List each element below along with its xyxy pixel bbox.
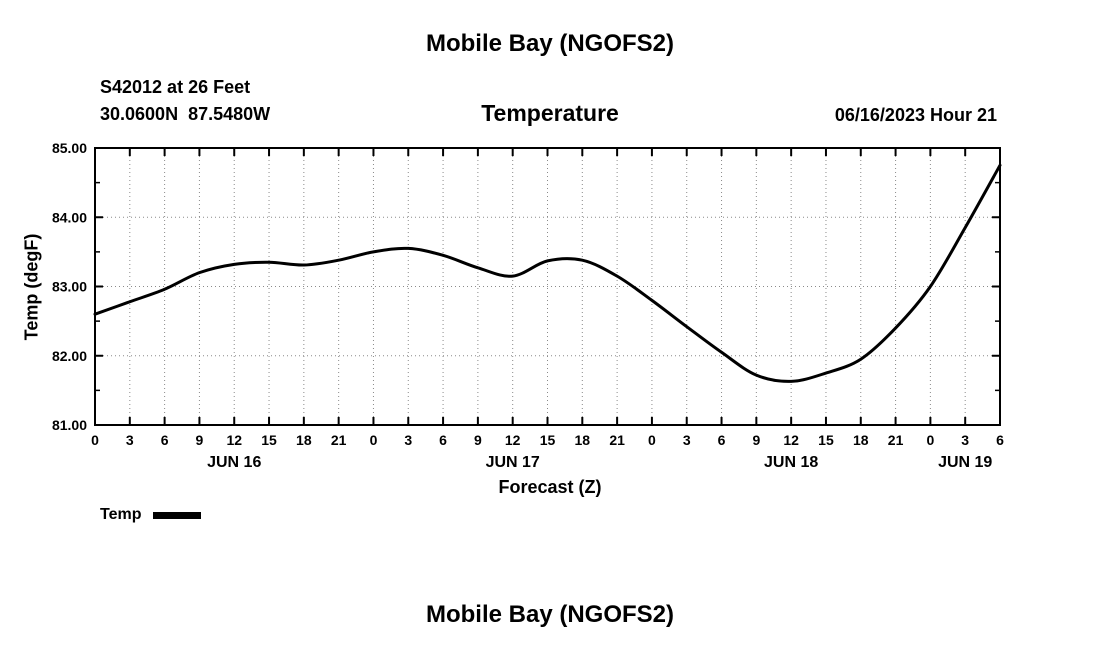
x-tick-label: 3 xyxy=(126,432,134,448)
x-tick-label: 15 xyxy=(540,432,556,448)
y-tick-label: 82.00 xyxy=(52,348,87,364)
x-tick-label: 18 xyxy=(575,432,591,448)
station-id: S42012 at 26 Feet xyxy=(100,77,251,97)
x-tick-label: 0 xyxy=(370,432,378,448)
x-tick-label: 12 xyxy=(226,432,242,448)
plot-subtitle: Temperature xyxy=(481,100,619,126)
x-day-label: JUN 19 xyxy=(938,454,992,471)
x-tick-label: 18 xyxy=(296,432,312,448)
x-tick-label: 15 xyxy=(261,432,277,448)
y-tick-label: 81.00 xyxy=(52,417,87,433)
y-tick-label: 85.00 xyxy=(52,140,87,156)
plot-border xyxy=(94,147,1001,426)
temp-series-line xyxy=(93,163,1002,383)
x-tick-label: 0 xyxy=(926,432,934,448)
legend-label: Temp xyxy=(100,506,142,523)
x-tick-label: 0 xyxy=(648,432,656,448)
x-tick-label: 6 xyxy=(718,432,726,448)
chart-title-top: Mobile Bay (NGOFS2) xyxy=(425,30,675,57)
x-tick-label: 3 xyxy=(404,432,412,448)
x-tick-label: 0 xyxy=(91,432,99,448)
x-tick-label: 6 xyxy=(161,432,169,448)
x-tick-label: 18 xyxy=(853,432,869,448)
x-tick-label: 9 xyxy=(196,432,204,448)
station-coordinates: 30.0600N 87.5480W xyxy=(100,104,271,124)
forecast-datetime: 06/16/2023 Hour 21 xyxy=(834,105,997,125)
x-tick-label: 9 xyxy=(474,432,482,448)
y-tick-label: 84.00 xyxy=(52,209,87,225)
x-tick-label: 6 xyxy=(996,432,1004,448)
x-tick-label: 3 xyxy=(961,432,969,448)
x-day-label: JUN 18 xyxy=(764,454,818,471)
legend-line-swatch xyxy=(153,511,202,519)
x-day-label: JUN 17 xyxy=(486,454,540,471)
y-tick-label: 83.00 xyxy=(52,279,87,295)
x-tick-label: 3 xyxy=(683,432,691,448)
x-day-label: JUN 16 xyxy=(207,454,261,471)
x-tick-label: 12 xyxy=(505,432,521,448)
x-tick-label: 15 xyxy=(818,432,834,448)
legend: Temp xyxy=(100,506,202,524)
x-axis-label: Forecast (Z) xyxy=(498,477,602,497)
x-tick-label: 21 xyxy=(888,432,904,448)
x-tick-label: 21 xyxy=(331,432,347,448)
x-tick-label: 9 xyxy=(752,432,760,448)
x-tick-label: 21 xyxy=(609,432,625,448)
chart-title-bottom: Mobile Bay (NGOFS2) xyxy=(425,601,675,628)
x-tick-label: 6 xyxy=(439,432,447,448)
x-tick-label: 12 xyxy=(783,432,799,448)
